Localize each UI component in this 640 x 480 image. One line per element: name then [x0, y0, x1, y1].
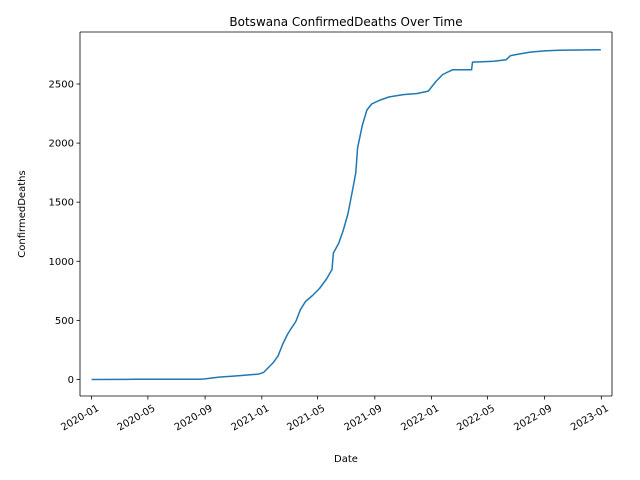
y-axis-label: ConfirmedDeaths — [17, 170, 28, 257]
series-line-0 — [91, 48, 601, 381]
chart-title: Botswana ConfirmedDeaths Over Time — [229, 15, 462, 29]
y-tick-label: 2500 — [49, 80, 74, 91]
y-axis-ticks: 0 500 1000 1500 2000 2500 — [49, 80, 80, 386]
y-tick-label: 500 — [55, 316, 74, 327]
x-axis-label: Date — [334, 454, 358, 465]
plot-area — [79, 31, 613, 397]
y-tick-label: 2000 — [49, 139, 74, 150]
y-tick-label: 0 — [68, 375, 74, 386]
y-tick-label: 1000 — [49, 257, 74, 268]
y-tick-label: 1500 — [49, 198, 74, 209]
